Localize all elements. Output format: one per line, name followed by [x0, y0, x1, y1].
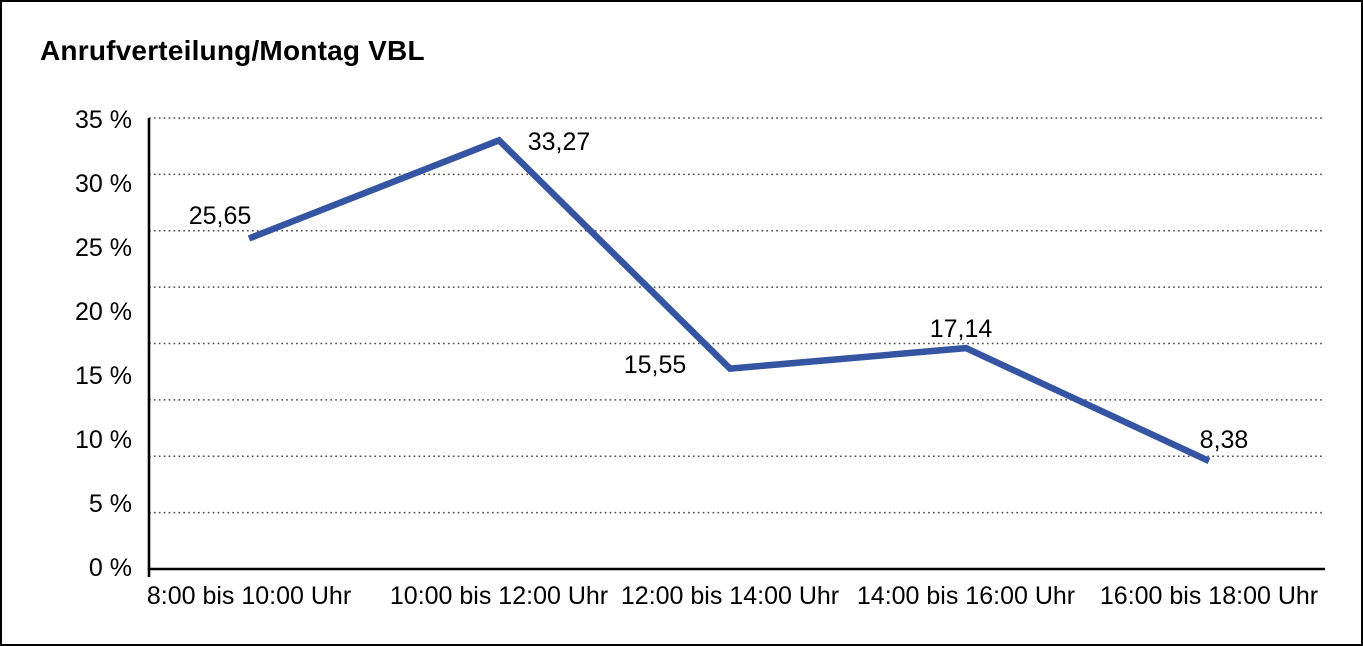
data-label-5: 8,38 — [1199, 426, 1249, 454]
data-label-2: 33,27 — [527, 128, 591, 156]
y-tick-label-20: 20 % — [75, 298, 132, 326]
x-tick-label-10-12: 10:00 bis 12:00 Uhr — [389, 582, 609, 610]
data-label-3: 15,55 — [623, 351, 687, 379]
x-tick-label-12-14: 12:00 bis 14:00 Uhr — [620, 582, 840, 610]
y-tick-label-0: 0 % — [88, 554, 132, 582]
y-tick-label-10: 10 % — [75, 426, 132, 454]
x-tick-label-16-18: 16:00 bis 18:00 Uhr — [1099, 582, 1319, 610]
y-tick-label-5: 5 % — [88, 490, 132, 518]
y-tick-label-30: 30 % — [75, 170, 132, 198]
data-label-1: 25,65 — [188, 202, 252, 230]
data-label-4: 17,14 — [929, 315, 993, 343]
chart-title: Anrufverteilung/Montag VBL — [40, 35, 425, 66]
y-tick-label-25: 25 % — [75, 234, 132, 262]
x-tick-label-8-10: 8:00 bis 10:00 Uhr — [146, 582, 352, 610]
y-tick-label-15: 15 % — [75, 362, 132, 390]
y-tick-label-35: 35 % — [75, 106, 132, 134]
series-line — [247, 136, 1211, 464]
x-tick-label-14-16: 14:00 bis 16:00 Uhr — [856, 582, 1076, 610]
